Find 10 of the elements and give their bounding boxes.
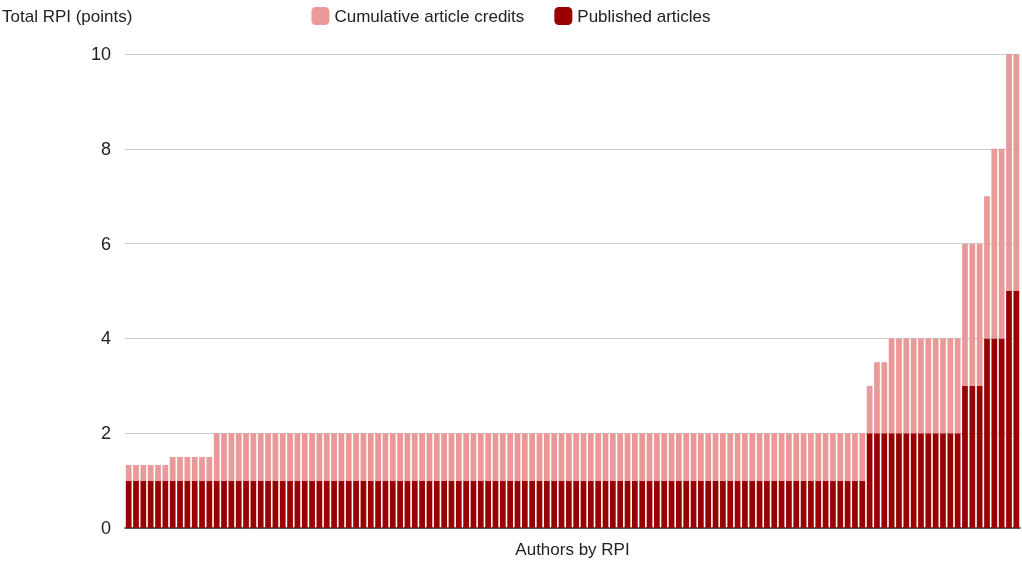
y-axis-title: Total RPI (points): [2, 7, 133, 26]
legend-label: Published articles: [577, 6, 711, 26]
y-tick-label: 8: [100, 138, 111, 159]
legend-label: Cumulative article credits: [334, 6, 525, 26]
y-tick-label: 2: [100, 423, 111, 444]
x-axis-title: Authors by RPI: [515, 540, 630, 559]
y-tick-label: 0: [100, 518, 111, 539]
y-tick-label: 4: [100, 328, 111, 349]
y-tick-label: 10: [90, 44, 111, 64]
y-tick-label: 6: [100, 233, 111, 254]
